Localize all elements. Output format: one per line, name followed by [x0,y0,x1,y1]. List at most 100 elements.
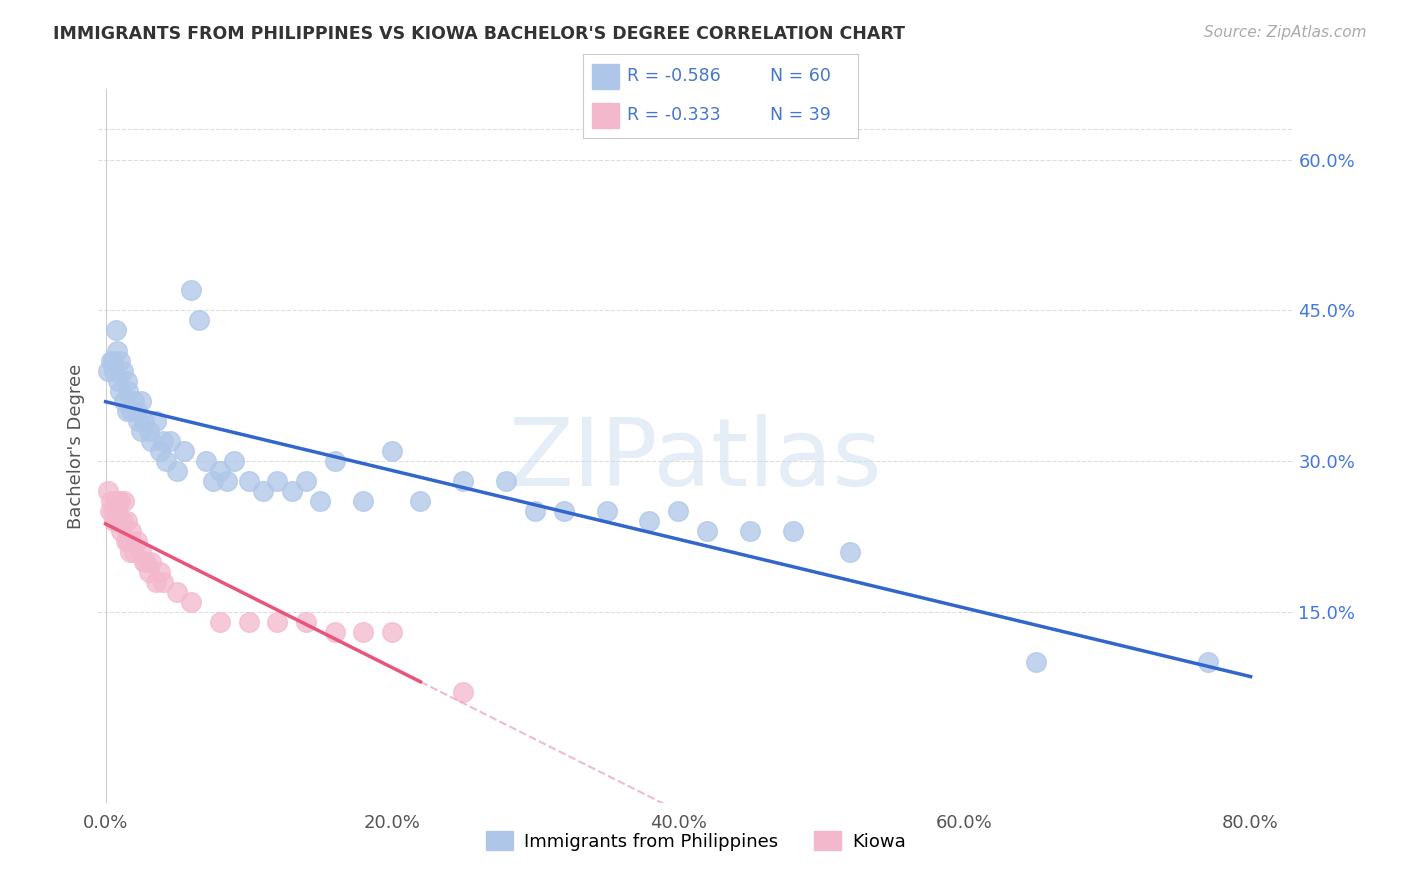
Point [141,555,163,569]
Point [209,615,232,629]
Point [381,624,404,639]
Point [209,464,232,478]
Point [149,565,172,579]
Point [166,584,188,599]
Point [352,494,374,508]
Point [108,515,131,529]
Point [166,464,188,478]
Point [238,615,260,629]
Point [138,424,160,438]
Point [125,404,148,418]
Point [738,524,761,539]
Point [131,424,153,438]
Point [152,434,174,448]
Point [595,504,617,518]
Point [118,544,141,558]
Point [115,515,138,529]
Point [97,363,120,377]
Point [131,393,153,408]
Point [120,524,142,539]
Point [295,474,318,488]
Point [120,404,142,418]
Point [173,444,195,458]
Point [101,504,124,518]
Point [107,494,129,508]
Point [122,393,145,408]
Y-axis label: Bachelor's Degree: Bachelor's Degree [66,363,84,529]
Point [101,353,124,368]
Point [107,374,129,388]
Point [323,454,346,468]
Bar [592,103,619,128]
Point [696,524,718,539]
Point [112,494,135,508]
Point [145,414,167,428]
Text: R = -0.333: R = -0.333 [627,106,721,124]
Point [114,534,136,549]
Point [159,434,181,448]
Point [194,454,217,468]
Text: R = -0.586: R = -0.586 [627,68,721,86]
Point [105,504,128,518]
Point [180,283,202,297]
Point [838,544,860,558]
Bar [592,63,619,89]
Point [117,384,139,398]
Point [108,384,131,398]
Point [135,555,157,569]
Point [453,685,475,699]
Point [266,474,288,488]
Point [309,494,332,508]
Point [201,474,224,488]
Point [666,504,689,518]
Point [111,363,134,377]
Text: Source: ZipAtlas.com: Source: ZipAtlas.com [1204,25,1367,40]
Point [180,595,202,609]
Point [523,504,546,518]
Point [224,454,246,468]
Point [131,544,153,558]
Point [266,615,288,629]
Point [117,534,139,549]
Point [110,524,132,539]
Text: ZIPatlas: ZIPatlas [509,414,883,507]
Legend: Immigrants from Philippines, Kiowa: Immigrants from Philippines, Kiowa [479,824,912,858]
Point [1025,655,1047,669]
Point [108,494,131,508]
Point [145,574,167,589]
Point [104,323,127,337]
Point [115,404,138,418]
Point [323,624,346,639]
Point [453,474,475,488]
Point [252,484,274,499]
Text: N = 39: N = 39 [770,106,831,124]
Text: IMMIGRANTS FROM PHILIPPINES VS KIOWA BACHELOR'S DEGREE CORRELATION CHART: IMMIGRANTS FROM PHILIPPINES VS KIOWA BAC… [53,25,905,43]
Point [97,484,120,499]
Point [152,574,174,589]
Point [280,484,302,499]
Point [103,515,125,529]
Point [108,353,131,368]
Point [155,454,177,468]
Point [105,515,128,529]
Point [295,615,318,629]
Point [103,363,125,377]
Text: N = 60: N = 60 [770,68,831,86]
Point [187,313,209,327]
Point [1197,655,1219,669]
Point [111,515,134,529]
Point [128,414,150,428]
Point [381,444,404,458]
Point [138,565,160,579]
Point [134,414,156,428]
Point [115,374,138,388]
Point [122,544,145,558]
Point [409,494,432,508]
Point [217,474,239,488]
Point [104,494,127,508]
Point [134,555,156,569]
Point [782,524,804,539]
Point [98,504,121,518]
Point [105,343,128,358]
Point [100,494,122,508]
